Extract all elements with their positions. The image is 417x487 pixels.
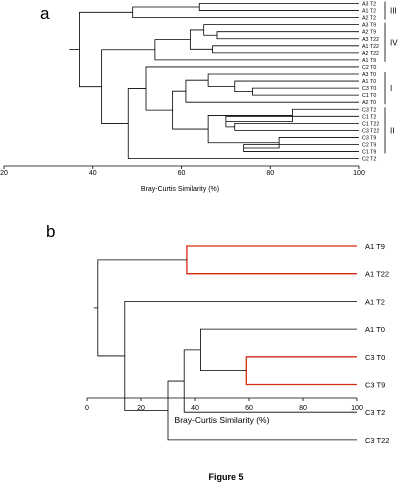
- group-label: II: [390, 126, 394, 135]
- dendrogram-branch: [216, 31, 359, 40]
- dendrogram-branch: [186, 245, 357, 275]
- leaf-label: A1 T0: [365, 325, 385, 334]
- leaf-label: C2 T2: [362, 157, 376, 163]
- leaf-label: C1 T9: [362, 150, 376, 156]
- leaf-label: C2 T9: [362, 143, 376, 149]
- dendrogram-branch: [234, 80, 359, 93]
- dendrogram-branch: [198, 3, 359, 11]
- panel-a-x-axis: 20 40 60 80 100: [0, 165, 365, 177]
- leaf-label: C1 T0: [362, 93, 376, 99]
- group-label: III: [390, 7, 397, 16]
- group-label: IV: [390, 38, 398, 47]
- leaf-label: C3 T22: [365, 436, 389, 445]
- leaf-label: A1 T2: [362, 9, 376, 15]
- leaf-label: A3 T2: [362, 2, 376, 8]
- leaf-label: C3 T22: [362, 128, 379, 134]
- x-axis-tick-label: 80: [266, 170, 274, 177]
- dendrogram-branch: [185, 79, 359, 103]
- dendrogram-branch: [154, 39, 359, 61]
- leaf-label: C3 T9: [365, 381, 385, 390]
- dendrogram-branch: [132, 6, 359, 18]
- dendrogram-branch: [245, 356, 357, 386]
- leaf-label: A2 T22: [362, 51, 379, 57]
- leaf-label: A1 T0: [362, 79, 376, 85]
- leaf-label: A1 T9: [365, 242, 385, 251]
- x-axis-tick-label: 60: [178, 170, 186, 177]
- x-axis-tick-label: 80: [299, 405, 307, 412]
- panel-b-dendrogram: b A1 T9 A1 T22 A1 T2 A1 T0 C3 T0 C3 T9 C3 T2 C3…: [46, 222, 389, 445]
- dendrogram-branch: [225, 108, 359, 122]
- leaf-label: C3 T0: [365, 353, 385, 362]
- dendrogram-branch: [183, 349, 357, 413]
- panel-a-axis-title: Bray-Curtis Similarity (%): [141, 186, 219, 193]
- leaf-label: C3 T2: [362, 107, 376, 113]
- dendrogram-branch: [200, 328, 357, 372]
- leaf-label: C3 T0: [362, 86, 376, 92]
- panel-a-label: a: [40, 4, 50, 23]
- panel-b-axis-title: Bray-Curtis Similarity (%): [175, 415, 270, 425]
- leaf-label: A3 T9: [362, 23, 376, 29]
- dendrogram-branch: [124, 301, 357, 411]
- dendrogram-branch: [97, 259, 187, 357]
- panel-b-branches: [93, 245, 357, 441]
- dendrogram-branch: [252, 87, 359, 96]
- dendrogram-branch: [203, 24, 359, 36]
- leaf-label: A2 T9: [362, 30, 376, 36]
- dendrogram-branch: [207, 115, 293, 144]
- panel-a-branches: [69, 3, 359, 159]
- leaf-label: C3 T2: [365, 408, 385, 417]
- dendrogram-branch: [234, 122, 359, 131]
- leaf-label: A2 T0: [362, 100, 376, 106]
- panel-b-label: b: [46, 222, 55, 241]
- x-axis-tick-label: 60: [245, 405, 253, 412]
- leaf-label: C1 T2: [362, 114, 376, 120]
- leaf-label: A1 T2: [365, 297, 385, 306]
- x-axis-tick-label: 40: [191, 405, 199, 412]
- dendrogram-branch: [207, 73, 359, 87]
- leaf-label: A3 T22: [362, 37, 379, 43]
- leaf-label: C1 T22: [362, 121, 379, 127]
- panel-b-leaf-labels: A1 T9 A1 T22 A1 T2 A1 T0 C3 T0 C3 T9 C3 T2 C3 T…: [365, 242, 389, 445]
- x-axis-tick-label: 40: [89, 170, 97, 177]
- x-axis-tick-label: 0: [85, 405, 89, 412]
- leaf-label: A2 T2: [362, 16, 376, 22]
- leaf-label: A1 T9: [362, 58, 376, 64]
- group-label: I: [390, 84, 392, 93]
- leaf-label: A3 T0: [362, 72, 376, 78]
- leaf-label: C3 T9: [362, 135, 376, 141]
- panel-b-x-axis: 0 20 40 60 80 100: [85, 397, 363, 412]
- dendrogram-branch: [172, 90, 209, 130]
- dendrogram-branch: [212, 45, 359, 54]
- x-axis-tick-label: 20: [0, 170, 8, 177]
- figure-caption: Figure 5: [208, 472, 243, 482]
- x-axis-tick-label: 100: [353, 170, 365, 177]
- leaf-label: A1 T22: [362, 44, 379, 50]
- dendrogram-branch: [189, 29, 213, 50]
- x-axis-tick-label: 20: [137, 405, 145, 412]
- leaf-label: C2 T0: [362, 65, 376, 71]
- leaf-label: A1 T22: [365, 270, 389, 279]
- x-axis-tick-label: 100: [351, 405, 363, 412]
